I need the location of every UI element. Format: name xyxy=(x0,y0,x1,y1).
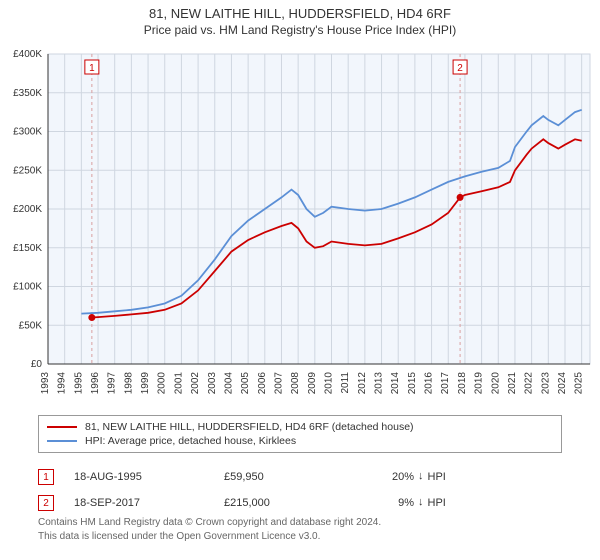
svg-text:2007: 2007 xyxy=(273,372,284,395)
transaction-pct: 9% xyxy=(334,497,418,509)
svg-text:1999: 1999 xyxy=(140,372,151,395)
svg-text:1998: 1998 xyxy=(123,372,134,395)
svg-text:£400K: £400K xyxy=(13,49,42,60)
transaction-date: 18-AUG-1995 xyxy=(54,471,224,483)
svg-text:£150K: £150K xyxy=(13,243,42,254)
credit-line-1: Contains HM Land Registry data © Crown c… xyxy=(38,516,562,530)
transaction-row: 118-AUG-1995£59,95020%↓HPI xyxy=(38,464,562,490)
svg-text:2003: 2003 xyxy=(207,372,218,395)
svg-text:£0: £0 xyxy=(31,359,43,370)
svg-text:2008: 2008 xyxy=(290,372,301,395)
svg-text:2022: 2022 xyxy=(524,372,535,395)
transaction-hpi-label: HPI xyxy=(424,471,488,483)
svg-text:£350K: £350K xyxy=(13,88,42,99)
svg-text:2005: 2005 xyxy=(240,372,251,395)
transaction-date: 18-SEP-2017 xyxy=(54,497,224,509)
legend-row: 81, NEW LAITHE HILL, HUDDERSFIELD, HD4 6… xyxy=(47,420,553,434)
transactions: 118-AUG-1995£59,95020%↓HPI218-SEP-2017£2… xyxy=(38,464,562,516)
svg-text:1996: 1996 xyxy=(90,372,101,395)
chart-title: 81, NEW LAITHE HILL, HUDDERSFIELD, HD4 6… xyxy=(0,0,600,21)
svg-text:2014: 2014 xyxy=(390,372,401,395)
svg-text:£100K: £100K xyxy=(13,282,42,293)
svg-text:2004: 2004 xyxy=(223,372,234,395)
svg-text:2018: 2018 xyxy=(457,372,468,395)
svg-text:2012: 2012 xyxy=(357,372,368,395)
transaction-marker: 2 xyxy=(38,495,54,511)
down-arrow-icon: ↓ xyxy=(418,470,424,482)
svg-text:2010: 2010 xyxy=(324,372,335,395)
down-arrow-icon: ↓ xyxy=(418,496,424,508)
svg-text:2011: 2011 xyxy=(340,372,351,394)
legend-label: 81, NEW LAITHE HILL, HUDDERSFIELD, HD4 6… xyxy=(85,421,414,433)
svg-text:2025: 2025 xyxy=(574,372,585,395)
svg-text:2024: 2024 xyxy=(557,372,568,395)
transaction-row: 218-SEP-2017£215,0009%↓HPI xyxy=(38,490,562,516)
svg-text:2002: 2002 xyxy=(190,372,201,395)
credit-line-2: This data is licensed under the Open Gov… xyxy=(38,530,562,544)
transaction-pct: 20% xyxy=(334,471,418,483)
svg-text:2021: 2021 xyxy=(507,372,518,395)
svg-text:1993: 1993 xyxy=(40,372,51,395)
transaction-hpi-label: HPI xyxy=(424,497,488,509)
transaction-price: £59,950 xyxy=(224,471,334,483)
legend-row: HPI: Average price, detached house, Kirk… xyxy=(47,434,553,448)
svg-text:2023: 2023 xyxy=(540,372,551,395)
svg-text:£200K: £200K xyxy=(13,204,42,215)
svg-text:2013: 2013 xyxy=(374,372,385,395)
svg-text:2009: 2009 xyxy=(307,372,318,395)
legend-swatch xyxy=(47,426,77,428)
svg-text:1994: 1994 xyxy=(57,372,68,395)
chart-area: £0 £50K £100K £150K £200K £250K £300K £350K £400… xyxy=(0,48,600,408)
svg-text:£300K: £300K xyxy=(13,127,42,138)
chart-svg: £0 £50K £100K £150K £200K £250K £300K £350K £400… xyxy=(0,48,600,408)
svg-text:£250K: £250K xyxy=(13,165,42,176)
credit: Contains HM Land Registry data © Crown c… xyxy=(38,516,562,543)
svg-text:2015: 2015 xyxy=(407,372,418,395)
svg-text:1995: 1995 xyxy=(73,372,84,395)
transaction-price: £215,000 xyxy=(224,497,334,509)
svg-text:2016: 2016 xyxy=(424,372,435,395)
legend-swatch xyxy=(47,440,77,442)
legend-label: HPI: Average price, detached house, Kirk… xyxy=(85,435,296,447)
svg-text:£50K: £50K xyxy=(19,320,43,331)
chart-subtitle: Price paid vs. HM Land Registry's House … xyxy=(0,21,600,43)
transaction-marker: 1 xyxy=(38,469,54,485)
svg-text:1: 1 xyxy=(89,63,95,74)
svg-text:2001: 2001 xyxy=(173,372,184,395)
svg-text:2: 2 xyxy=(457,63,463,74)
svg-text:2019: 2019 xyxy=(474,372,485,395)
svg-text:2000: 2000 xyxy=(157,372,168,395)
svg-text:2006: 2006 xyxy=(257,372,268,395)
svg-text:1997: 1997 xyxy=(107,372,118,395)
legend: 81, NEW LAITHE HILL, HUDDERSFIELD, HD4 6… xyxy=(38,415,562,453)
svg-text:2017: 2017 xyxy=(440,372,451,395)
svg-text:2020: 2020 xyxy=(490,372,501,395)
